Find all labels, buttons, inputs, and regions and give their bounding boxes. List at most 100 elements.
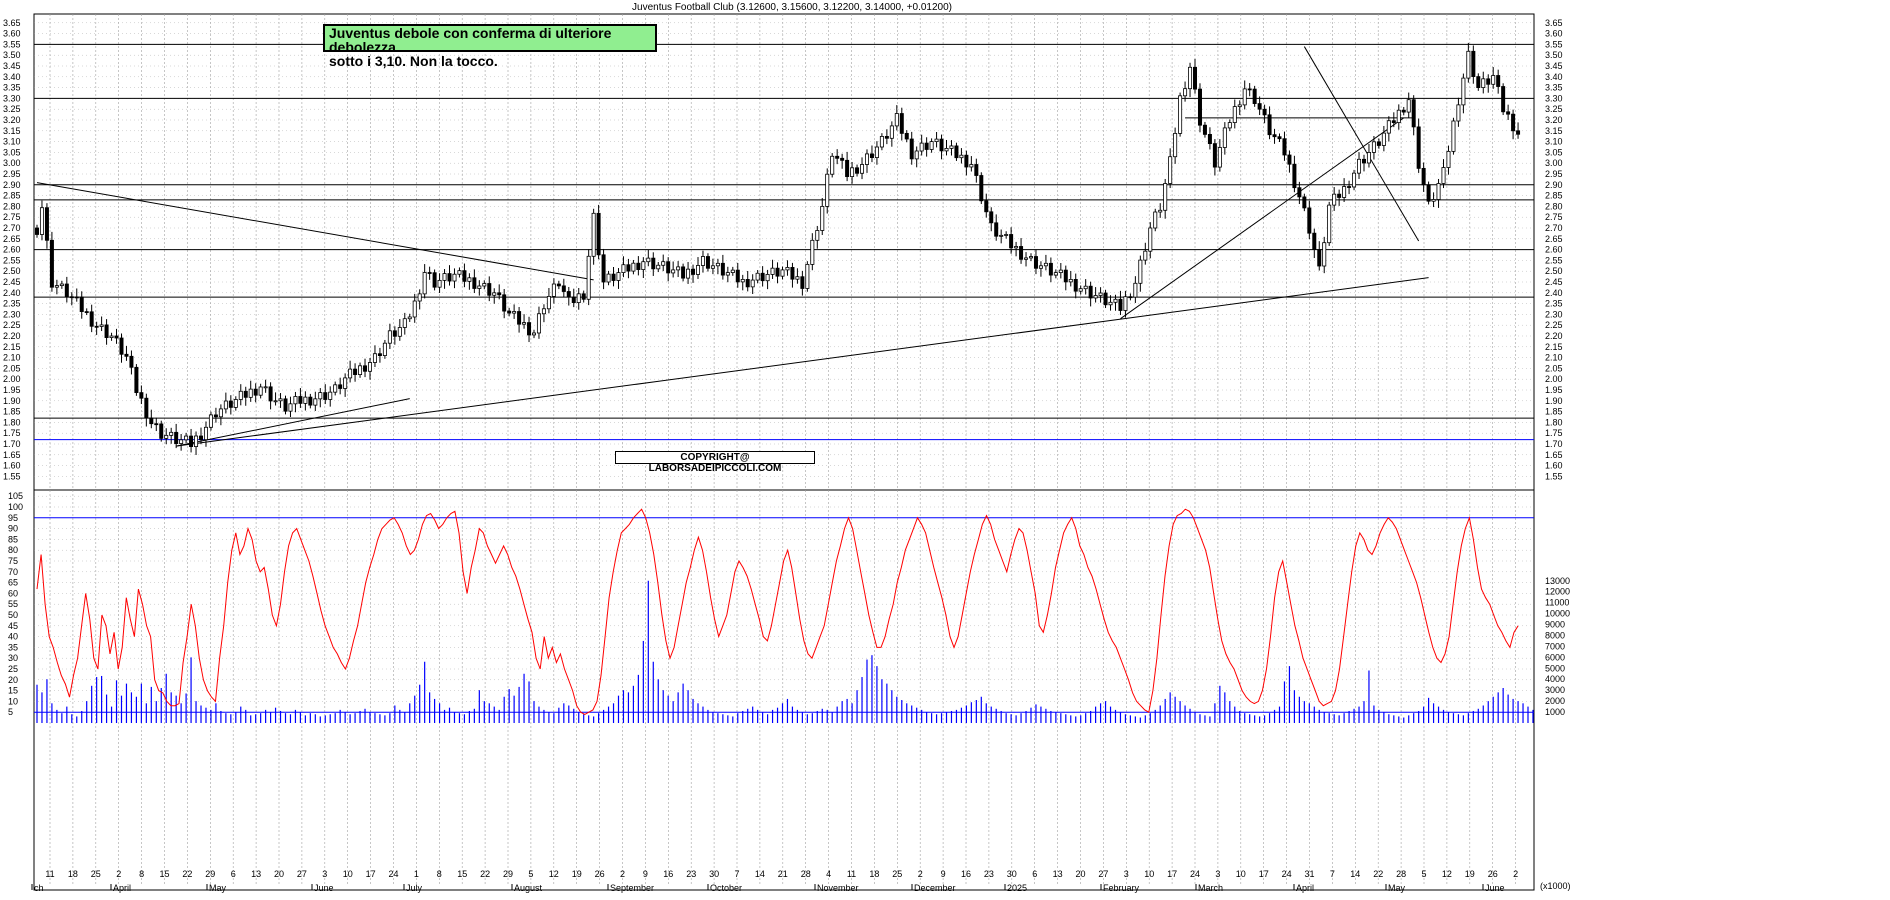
candle-body xyxy=(1043,262,1048,267)
candle-body xyxy=(1118,298,1123,311)
x-month-label: October xyxy=(710,883,742,893)
price-axis-right-label: 2.00 xyxy=(1545,374,1563,384)
candle-body xyxy=(1019,246,1024,260)
volume-axis-label: 8000 xyxy=(1545,630,1565,640)
x-tick-day: 7 xyxy=(734,869,739,879)
x-month-label: September xyxy=(610,883,654,893)
candle-body xyxy=(884,136,889,139)
x-tick-day: 8 xyxy=(437,869,442,879)
candle-body xyxy=(1501,86,1506,113)
x-tick-day: 3 xyxy=(1215,869,1220,879)
candle-body xyxy=(203,426,208,441)
price-axis-right-label: 2.75 xyxy=(1545,212,1563,222)
x-tick-day: 17 xyxy=(366,869,376,879)
candle-body xyxy=(263,386,268,389)
candle-body xyxy=(422,272,427,295)
volume-axis-label: 9000 xyxy=(1545,620,1565,630)
candle-body xyxy=(581,293,586,300)
price-axis-left-label: 2.85 xyxy=(3,191,21,201)
candle-body xyxy=(1267,114,1272,136)
price-axis-left-label: 1.55 xyxy=(3,471,21,481)
x-tick-day: 29 xyxy=(503,869,513,879)
oscillator-axis-label: 90 xyxy=(8,524,18,534)
oscillator-axis-label: 100 xyxy=(8,502,23,512)
candle-body xyxy=(780,269,785,277)
volume-axis-label: 11000 xyxy=(1545,598,1569,608)
candle-body xyxy=(1381,132,1386,146)
price-axis-right-label: 3.10 xyxy=(1545,137,1563,147)
candle-body xyxy=(233,399,238,408)
candle-body xyxy=(790,267,795,280)
x-tick-day: 31 xyxy=(1304,869,1314,879)
candle-body xyxy=(1237,104,1242,108)
x-tick-day: 11 xyxy=(45,869,54,879)
candle-body xyxy=(382,342,387,356)
candle-body xyxy=(114,335,119,339)
candle-body xyxy=(984,200,989,213)
x-tick-day: 5 xyxy=(528,869,533,879)
candle-body xyxy=(1098,292,1103,296)
candle-body xyxy=(964,154,969,168)
candle-body xyxy=(1411,99,1416,128)
x-month-label: April xyxy=(113,883,131,893)
candle-body xyxy=(586,255,591,300)
oscillator-axis-label: 35 xyxy=(8,642,18,652)
price-axis-left-label: 2.90 xyxy=(3,180,21,190)
price-axis-right-label: 3.25 xyxy=(1545,104,1563,114)
candle-body xyxy=(770,267,775,275)
x-tick-day: 27 xyxy=(297,869,307,879)
candle-body xyxy=(283,398,288,412)
candle-body xyxy=(1302,196,1307,209)
candle-body xyxy=(159,423,164,439)
candle-body xyxy=(258,386,263,396)
price-axis-right-label: 2.40 xyxy=(1545,288,1563,298)
x-tick-day: 22 xyxy=(480,869,490,879)
price-axis-left-label: 1.85 xyxy=(3,407,21,417)
price-axis-left-label: 2.70 xyxy=(3,223,21,233)
candle-body xyxy=(949,145,954,149)
oscillator-axis-label: 85 xyxy=(8,534,18,544)
candle-body xyxy=(700,256,705,266)
candle-body xyxy=(1227,122,1232,129)
candle-body xyxy=(1058,269,1063,274)
candle-body xyxy=(1386,120,1391,134)
candle-body xyxy=(35,227,40,235)
candle-body xyxy=(427,272,432,274)
candle-body xyxy=(144,397,149,419)
candle-body xyxy=(79,296,84,312)
x-tick-day: 19 xyxy=(1465,869,1475,879)
x-tick-day: 17 xyxy=(1259,869,1269,879)
volume-axis-label: 2000 xyxy=(1545,696,1565,706)
price-axis-left-label: 2.60 xyxy=(3,245,21,255)
candle-body xyxy=(1357,158,1362,174)
price-axis-right-label: 3.00 xyxy=(1545,158,1563,168)
candle-body xyxy=(213,414,218,418)
candle-body xyxy=(561,285,566,292)
candle-body xyxy=(293,396,298,405)
x-tick-day: 30 xyxy=(1007,869,1017,879)
x-month-label: May xyxy=(1388,883,1406,893)
candle-body xyxy=(273,400,278,403)
price-axis-left-label: 3.60 xyxy=(3,29,21,39)
candle-body xyxy=(1436,183,1441,200)
price-axis-right-label: 1.55 xyxy=(1545,471,1563,481)
candle-body xyxy=(1287,154,1292,165)
candle-body xyxy=(412,300,417,318)
price-axis-right-label: 3.30 xyxy=(1545,93,1563,103)
candle-body xyxy=(1312,232,1317,251)
candle-body xyxy=(119,337,124,355)
candle-body xyxy=(54,285,59,288)
price-axis-right-label: 1.70 xyxy=(1545,439,1563,449)
price-axis-left-label: 2.15 xyxy=(3,342,21,352)
candle-body xyxy=(1352,172,1357,188)
candle-body xyxy=(1496,75,1501,87)
candle-body xyxy=(869,153,874,158)
price-axis-right-label: 2.95 xyxy=(1545,169,1563,179)
candle-body xyxy=(815,230,820,241)
candle-body xyxy=(1456,104,1461,122)
candle-body xyxy=(1123,296,1128,311)
candle-body xyxy=(1163,183,1168,211)
x-month-label: August xyxy=(514,883,543,893)
candle-body xyxy=(84,311,89,313)
candle-body xyxy=(1232,106,1237,123)
